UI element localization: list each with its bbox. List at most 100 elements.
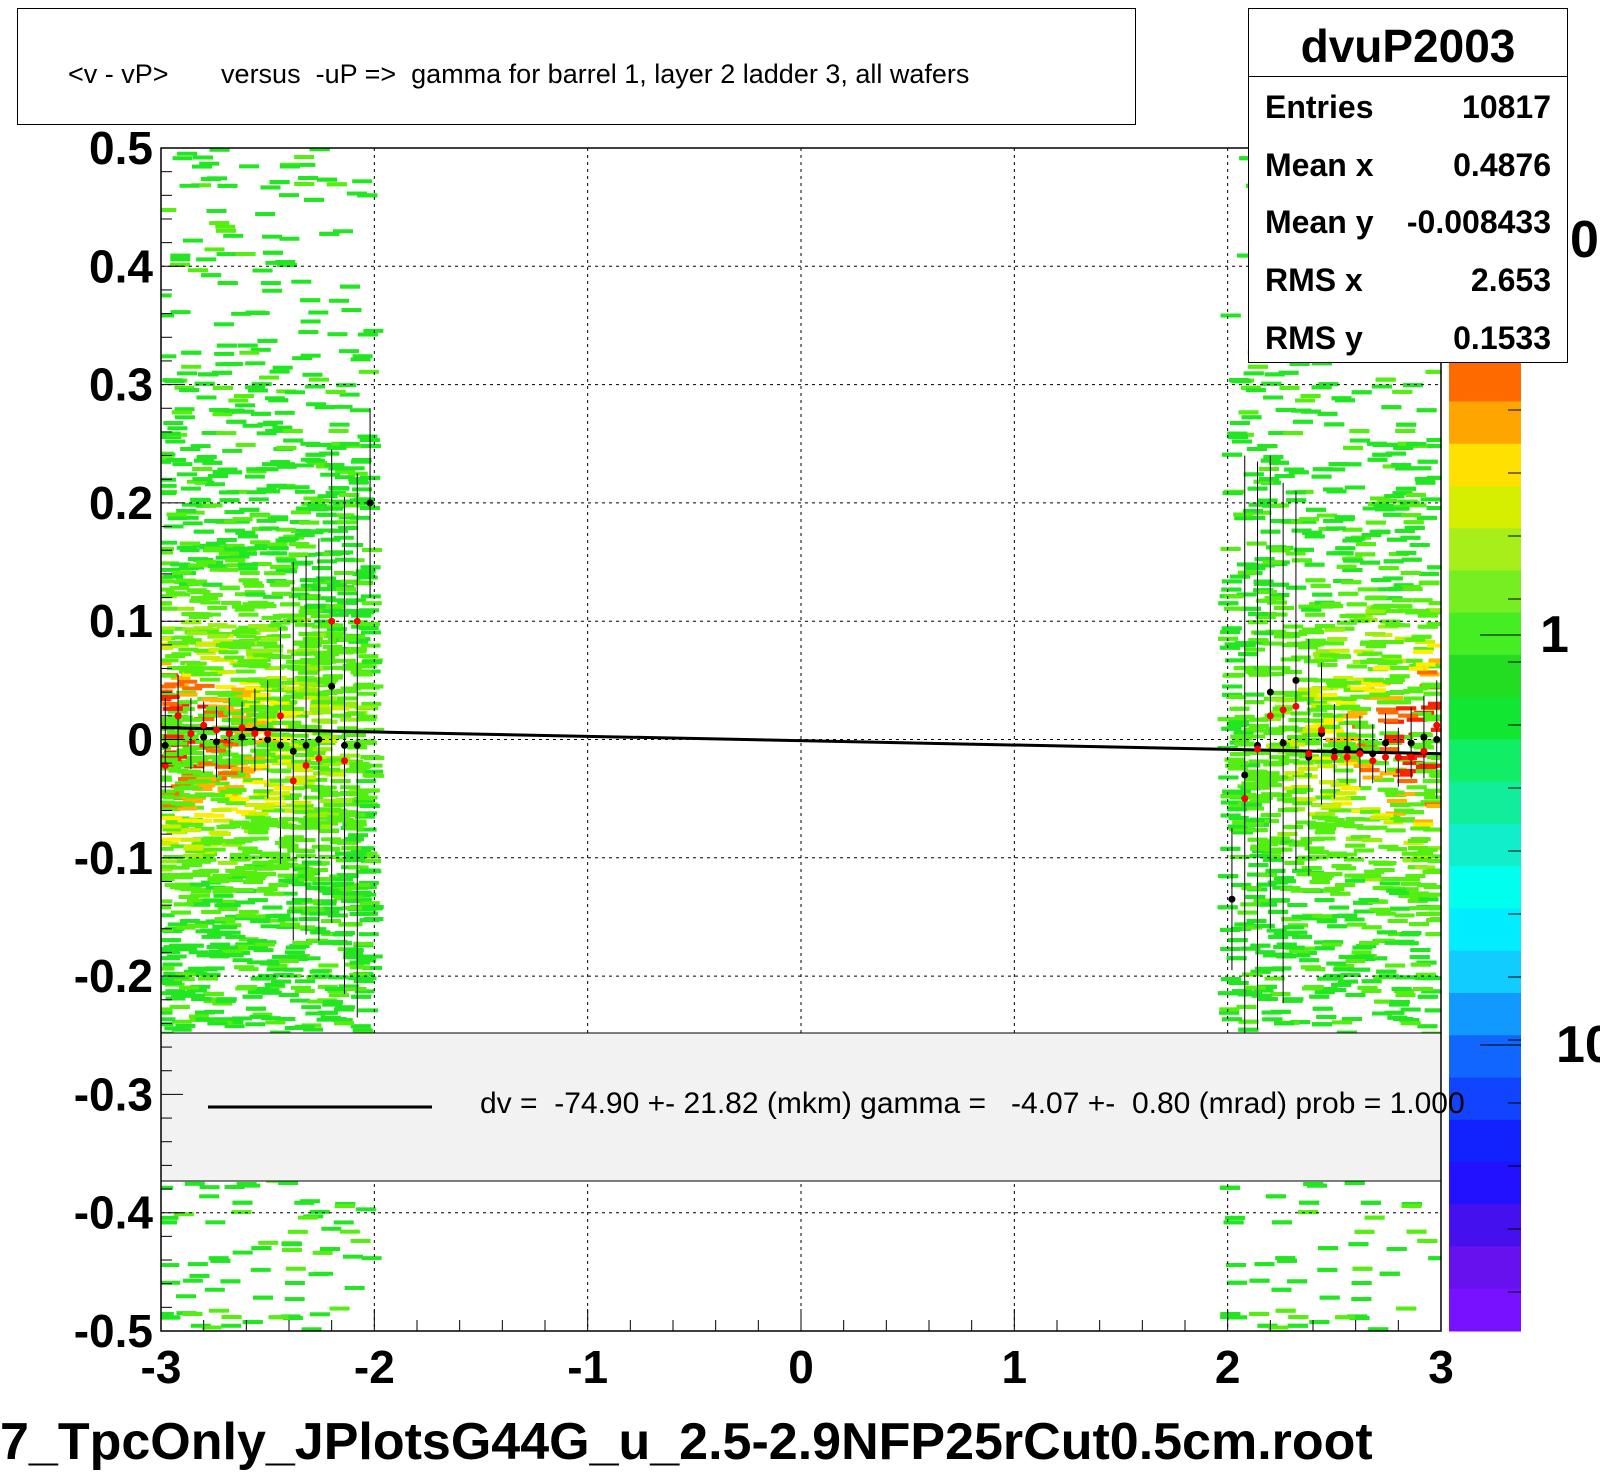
heatmap-cell bbox=[333, 1021, 354, 1026]
heatmap-cell bbox=[286, 649, 307, 654]
heatmap-cell bbox=[1420, 610, 1441, 615]
heatmap-cell bbox=[281, 720, 302, 725]
heatmap-cell bbox=[250, 976, 271, 981]
heatmap-cell bbox=[1427, 443, 1441, 448]
heatmap-cell bbox=[278, 796, 299, 801]
heatmap-cell bbox=[1309, 695, 1330, 700]
heatmap-cell bbox=[1379, 731, 1400, 736]
heatmap-cell bbox=[1430, 905, 1441, 910]
heatmap-cell bbox=[1225, 658, 1246, 663]
heatmap-cell bbox=[353, 941, 374, 946]
heatmap-cell bbox=[294, 489, 315, 494]
heatmap-cell bbox=[190, 859, 211, 864]
heatmap-cell bbox=[177, 151, 198, 156]
heatmap-cell bbox=[161, 459, 172, 464]
heatmap-cell bbox=[339, 392, 360, 397]
heatmap-cell bbox=[207, 839, 228, 844]
heatmap-cell bbox=[329, 486, 350, 491]
heatmap-cell bbox=[191, 842, 212, 847]
heatmap-cell bbox=[184, 1181, 205, 1186]
heatmap-cell bbox=[205, 952, 226, 957]
heatmap-cell bbox=[329, 422, 350, 427]
heatmap-cell bbox=[1277, 1258, 1298, 1263]
heatmap-cell bbox=[1324, 422, 1345, 427]
heatmap-cell bbox=[240, 707, 261, 712]
heatmap-cell bbox=[1403, 689, 1424, 694]
heatmap-cell bbox=[256, 431, 277, 436]
heatmap-cell bbox=[169, 792, 190, 797]
heatmap-cell bbox=[1271, 792, 1292, 797]
heatmap-cell bbox=[216, 431, 237, 436]
heatmap-cell bbox=[1242, 509, 1263, 514]
heatmap-cell bbox=[196, 857, 217, 862]
heatmap-cell bbox=[360, 669, 381, 674]
heatmap-cell bbox=[1222, 491, 1243, 496]
heatmap-cell bbox=[1302, 627, 1323, 632]
heatmap-cell bbox=[323, 634, 344, 639]
heatmap-cell bbox=[319, 451, 340, 456]
heatmap-cell bbox=[175, 1023, 196, 1028]
heatmap-cell bbox=[338, 349, 359, 354]
heatmap-cell bbox=[316, 785, 337, 790]
heatmap-cell bbox=[253, 888, 274, 893]
heatmap-cell bbox=[1325, 467, 1346, 472]
heatmap-cell bbox=[336, 587, 357, 592]
heatmap-cell bbox=[268, 859, 289, 864]
heatmap-cell bbox=[284, 786, 305, 791]
heatmap-cell bbox=[348, 639, 369, 644]
heatmap-cell bbox=[245, 592, 266, 597]
heatmap-cell bbox=[1220, 846, 1241, 851]
heatmap-cell bbox=[1227, 766, 1248, 771]
heatmap-cell bbox=[1237, 992, 1258, 997]
heatmap-cell bbox=[333, 535, 354, 540]
heatmap-cell bbox=[288, 552, 309, 557]
heatmap-cell bbox=[1336, 701, 1357, 706]
heatmap-cell bbox=[1308, 825, 1329, 830]
heatmap-cell bbox=[232, 663, 253, 668]
heatmap-cell bbox=[218, 650, 239, 655]
heatmap-cell bbox=[1288, 718, 1309, 723]
heatmap-cell bbox=[300, 457, 321, 462]
heatmap-cell bbox=[167, 741, 188, 746]
heatmap-cell bbox=[244, 583, 265, 588]
heatmap-cell bbox=[169, 592, 190, 597]
heatmap-cell bbox=[235, 693, 256, 698]
heatmap-cell bbox=[351, 763, 372, 768]
heatmap-cell bbox=[163, 855, 184, 860]
heatmap-cell bbox=[167, 666, 188, 671]
heatmap-cell bbox=[262, 288, 283, 293]
heatmap-cell bbox=[1344, 1181, 1365, 1186]
heatmap-cell bbox=[1389, 674, 1410, 679]
heatmap-cell bbox=[266, 551, 287, 556]
heatmap-cell bbox=[190, 1323, 211, 1328]
heatmap-cell bbox=[1254, 557, 1275, 562]
heatmap-cell bbox=[221, 1323, 242, 1328]
heatmap-cell bbox=[192, 477, 213, 482]
heatmap-cell bbox=[207, 605, 228, 610]
heatmap-cell bbox=[235, 900, 256, 905]
heatmap-cell bbox=[1426, 475, 1441, 480]
heatmap-cell bbox=[174, 781, 195, 786]
heatmap-cell bbox=[1238, 652, 1259, 657]
heatmap-cell bbox=[300, 822, 321, 827]
heatmap-cell bbox=[1365, 609, 1386, 614]
heatmap-cell bbox=[337, 591, 358, 596]
heatmap-cell bbox=[352, 354, 373, 359]
heatmap-cell bbox=[267, 542, 288, 547]
heatmap-cell bbox=[1219, 1007, 1240, 1012]
heatmap-cell bbox=[175, 802, 196, 807]
heatmap-cell bbox=[175, 925, 196, 930]
heatmap-cell bbox=[258, 467, 279, 472]
heatmap-cell bbox=[182, 640, 203, 645]
heatmap-cell bbox=[248, 497, 269, 502]
heatmap-cell bbox=[1219, 927, 1240, 932]
heatmap-cell bbox=[251, 561, 272, 566]
heatmap-cell bbox=[1249, 1311, 1270, 1316]
heatmap-cell bbox=[1317, 987, 1338, 992]
heatmap-cell bbox=[299, 688, 320, 693]
heatmap-cell bbox=[260, 281, 281, 286]
heatmap-cell bbox=[1379, 747, 1400, 752]
heatmap-cell bbox=[225, 558, 246, 563]
heatmap-cell bbox=[161, 991, 172, 996]
heatmap-cell bbox=[1368, 1327, 1389, 1331]
